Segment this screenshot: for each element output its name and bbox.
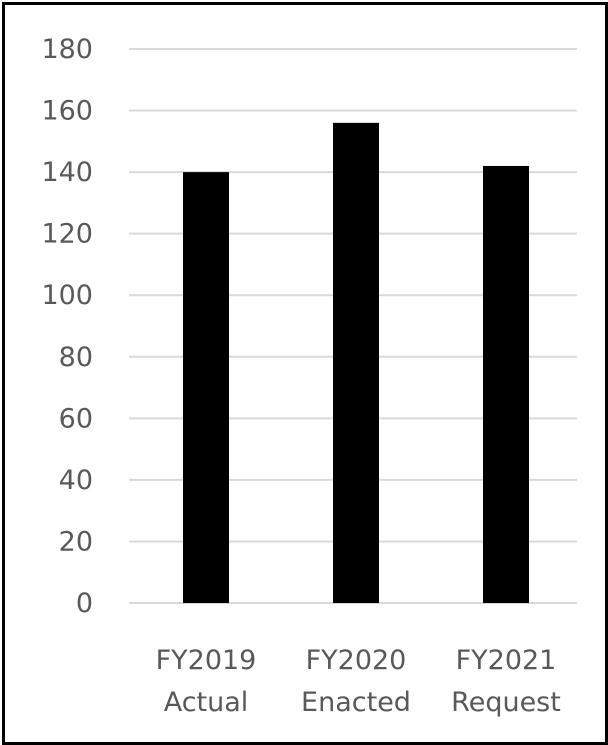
bars [183,122,529,603]
bar [333,122,379,603]
x-category-label: Request [451,687,561,718]
y-tick-label: 80 [59,342,93,373]
y-tick-label: 180 [41,34,93,65]
y-tick-label: 140 [41,157,93,188]
x-category-label: FY2020 [306,645,407,676]
y-tick-label: 40 [59,465,93,496]
y-axis-tick-labels: 0 20 40 60 80 100 120 140 160 180 [41,34,93,619]
y-tick-label: 60 [59,403,93,434]
x-category-label: Enacted [301,687,411,718]
bar [483,165,529,603]
y-tick-label: 20 [59,526,93,557]
x-category-label: FY2021 [456,645,557,676]
y-tick-label: 0 [76,588,93,619]
x-category-label: FY2019 [156,645,257,676]
y-tick-label: 120 [41,219,93,250]
bar [183,172,229,603]
x-axis-category-labels: FY2019 Actual FY2020 Enacted FY2021 Request [156,645,561,718]
x-category-label: Actual [164,687,249,718]
y-tick-label: 160 [41,96,93,127]
y-tick-label: 100 [41,280,93,311]
